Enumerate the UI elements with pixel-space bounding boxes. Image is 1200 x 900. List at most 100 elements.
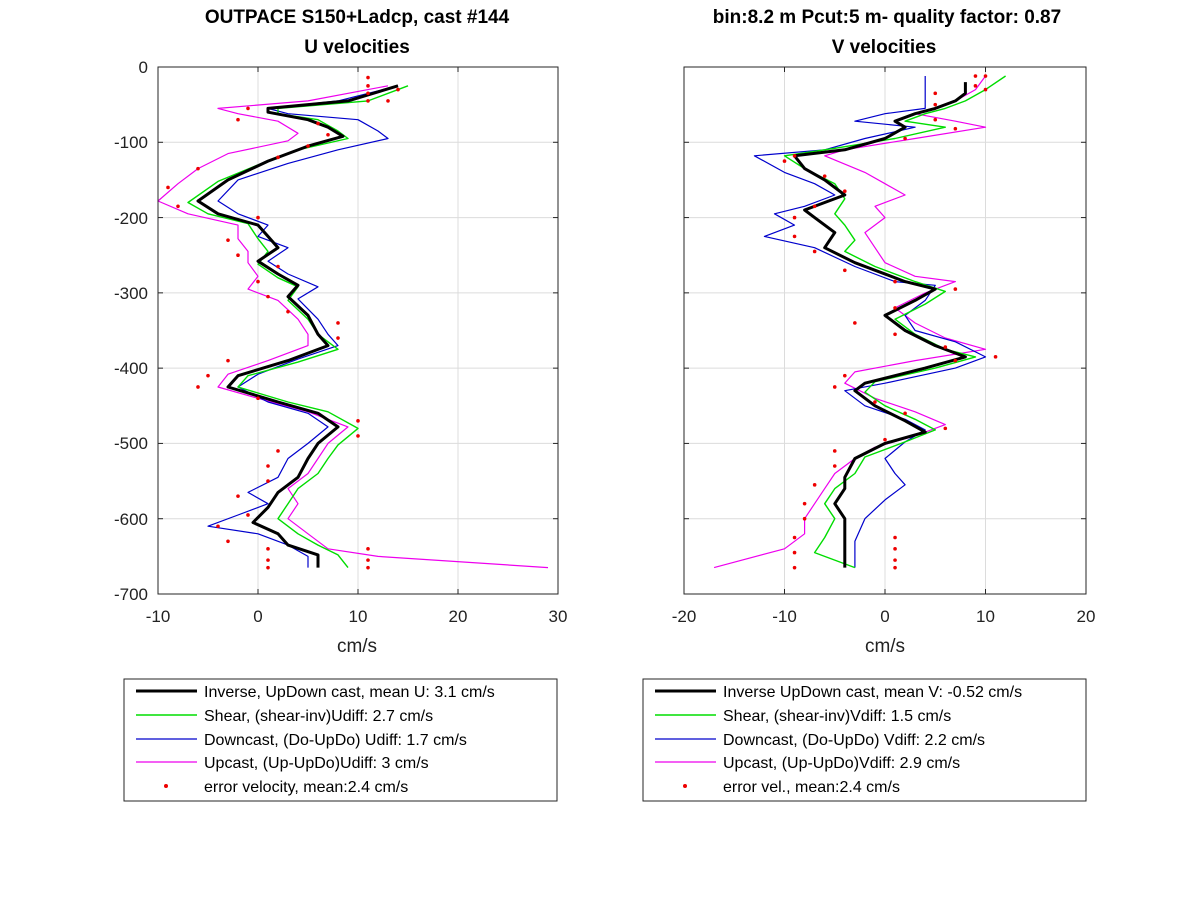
x-axis-label-left: cm/s xyxy=(337,636,377,657)
x-tick-label: 10 xyxy=(349,607,368,626)
legend-label: Inverse, UpDown cast, mean U: 3.1 cm/s xyxy=(204,684,495,701)
legend-label: Downcast, (Do-UpDo) Vdiff: 2.2 cm/s xyxy=(723,732,985,749)
error-velocity-point xyxy=(226,539,230,544)
chart-title-left: OUTPACE S150+Ladcp, cast #144 xyxy=(205,7,510,28)
error-velocity-point xyxy=(832,385,837,389)
series-line-1 xyxy=(783,75,1006,569)
series-line-0 xyxy=(793,82,967,568)
x-tick-label: -10 xyxy=(146,607,171,626)
x-tick-labels-left: -10 0 10 20 30 xyxy=(146,607,568,626)
error-velocity-point xyxy=(266,479,270,483)
error-velocity-point xyxy=(943,426,948,431)
legend-right: Inverse UpDown cast, mean V: -0.52 cm/s … xyxy=(642,678,1087,802)
error-velocity-point xyxy=(246,106,250,111)
error-velocity-point xyxy=(276,155,280,160)
error-velocity-point xyxy=(336,321,340,325)
chart-subtitle-right: V velocities xyxy=(832,37,937,58)
x-tick-label: -10 xyxy=(772,607,797,626)
series-group-right xyxy=(713,74,1006,570)
error-velocity-point xyxy=(792,215,797,220)
error-velocity-point xyxy=(983,74,988,78)
legend-label: Inverse UpDown cast, mean V: -0.52 cm/s xyxy=(723,684,1022,701)
legend-box-right xyxy=(642,678,1087,802)
x-tick-label: -20 xyxy=(672,607,697,626)
legend-label: Shear, (shear-inv)Udiff: 2.7 cm/s xyxy=(204,708,433,725)
error-velocity-point xyxy=(983,87,988,92)
y-tick-label: -700 xyxy=(114,585,148,604)
series-line-3 xyxy=(157,85,549,569)
x-tick-label: 30 xyxy=(549,607,568,626)
error-velocity-point xyxy=(873,400,877,404)
y-tick-label: 0 xyxy=(139,58,148,77)
legend-marker-error xyxy=(683,784,687,788)
error-velocity-point xyxy=(893,558,897,562)
error-velocity-point xyxy=(166,185,170,190)
u-velocity-panel: OUTPACE S150+Ladcp, cast #144 U velociti… xyxy=(114,7,567,657)
error-velocity-point xyxy=(832,464,837,468)
error-velocity-point xyxy=(822,174,827,178)
y-tick-label: -400 xyxy=(114,359,148,378)
error-velocity-point xyxy=(893,306,897,310)
error-velocity-point xyxy=(903,136,907,141)
error-velocity-point xyxy=(893,279,897,284)
error-velocity-point xyxy=(802,516,807,521)
error-velocity-point xyxy=(843,373,847,378)
error-velocity-point xyxy=(386,99,390,103)
error-velocity-point xyxy=(792,565,797,570)
y-tick-label: -100 xyxy=(114,133,148,152)
legend-label: Downcast, (Do-UpDo) Udiff: 1.7 cm/s xyxy=(204,732,467,749)
error-velocity-point xyxy=(356,434,360,438)
series-line-2 xyxy=(753,76,987,568)
error-velocity-point xyxy=(286,309,290,314)
error-velocity-point xyxy=(843,268,847,273)
legend-label: Upcast, (Up-UpDo)Vdiff: 2.9 cm/s xyxy=(723,755,960,772)
error-velocity-point xyxy=(903,411,907,416)
error-velocity-point xyxy=(366,75,370,80)
legend-box-left xyxy=(123,678,558,802)
legend-marker-error xyxy=(164,784,168,788)
error-velocity-point xyxy=(792,535,797,540)
error-velocity-point xyxy=(893,535,897,540)
error-velocity-point xyxy=(216,524,220,529)
y-tick-label: -200 xyxy=(114,209,148,228)
error-velocity-point xyxy=(893,332,897,337)
error-velocity-point xyxy=(953,126,958,131)
error-velocity-point xyxy=(893,547,897,551)
y-tick-label: -600 xyxy=(114,510,148,529)
error-velocity-point xyxy=(266,464,270,468)
error-velocity-point xyxy=(366,99,370,103)
error-velocity-point xyxy=(893,565,897,570)
series-line-3 xyxy=(713,75,987,569)
error-velocity-point xyxy=(266,558,270,562)
error-velocity-point xyxy=(266,565,270,570)
y-tick-label: -300 xyxy=(114,284,148,303)
x-tick-label: 20 xyxy=(449,607,468,626)
error-velocity-point xyxy=(832,449,837,453)
error-velocity-point xyxy=(306,144,310,148)
error-velocity-point xyxy=(176,204,180,209)
error-velocity-point xyxy=(196,166,200,171)
error-velocity-point xyxy=(336,336,340,340)
chart-subtitle-left: U velocities xyxy=(304,37,410,58)
error-velocity-point xyxy=(792,550,797,555)
error-velocity-point xyxy=(226,358,230,363)
error-velocity-point xyxy=(266,547,270,551)
legend-left: Inverse, UpDown cast, mean U: 3.1 cm/s S… xyxy=(123,678,558,802)
error-velocity-point xyxy=(366,91,370,96)
error-velocity-point xyxy=(246,513,250,517)
v-velocity-panel: bin:8.2 m Pcut:5 m- quality factor: 0.87… xyxy=(672,7,1096,657)
error-velocity-point xyxy=(812,483,817,487)
error-velocity-point xyxy=(236,494,240,498)
error-velocity-point xyxy=(396,87,400,92)
chart-title-right: bin:8.2 m Pcut:5 m- quality factor: 0.87 xyxy=(713,7,1061,28)
series-group-left xyxy=(157,75,549,570)
error-velocity-point xyxy=(236,253,240,258)
error-velocity-point xyxy=(196,385,200,389)
error-velocity-point xyxy=(883,437,887,442)
error-velocity-point xyxy=(792,234,797,239)
error-velocity-point xyxy=(853,321,857,325)
error-velocity-point xyxy=(236,117,240,122)
x-tick-label: 0 xyxy=(880,607,889,626)
error-velocity-point xyxy=(933,102,938,107)
